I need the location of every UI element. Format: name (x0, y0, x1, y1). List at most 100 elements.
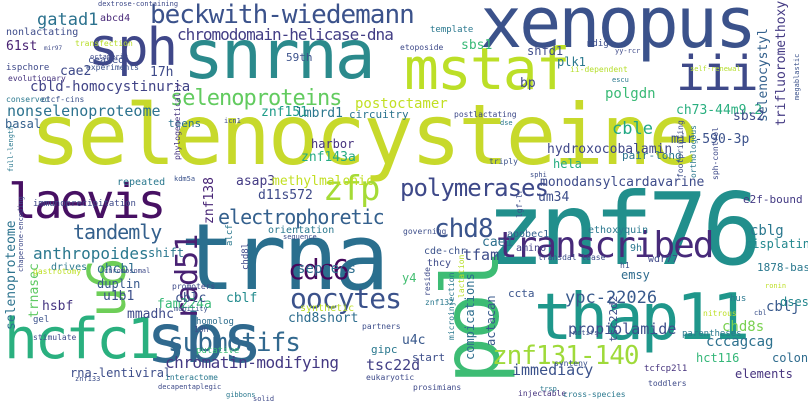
word-thap11: thap11 (534, 281, 750, 355)
word-ethoxyquin: ethoxyquin (588, 225, 649, 236)
word-orthologous: orthologous (689, 125, 698, 178)
word-transdal: transdal lease (538, 253, 606, 262)
word-postlactating: postlactating (454, 110, 517, 119)
word-anthropoides: anthropoides (33, 244, 149, 263)
word-asap3: asap3 (236, 174, 276, 189)
word-sbs2: sbs2 (733, 109, 765, 124)
word-bp: bp (520, 76, 536, 91)
word-shift: shift (148, 246, 185, 260)
word-toddlers: toddlers (648, 379, 687, 388)
word-chd8s: chd8s (722, 319, 765, 335)
word-megablastic: megablastic (793, 53, 801, 100)
word-circuitry: circuitry (349, 108, 409, 121)
word-putative: putative (196, 346, 240, 356)
word-lactation: lactation (457, 254, 466, 298)
word-partners: partners (362, 322, 401, 331)
word-synteny: synteny (554, 359, 588, 368)
word-icn1: icn1 (224, 117, 241, 125)
word-immediacy: immediacy (512, 361, 594, 379)
word-nitrous: nitrous (703, 309, 737, 318)
word-znf138: znf138 (202, 177, 217, 224)
word-hct116: hct116 (696, 351, 740, 365)
word-chromatin: chromatin-modifying (165, 353, 339, 372)
word-motifs: motifs (573, 329, 599, 337)
word-hydroxocobalamin: hydroxocobalamin (547, 142, 673, 157)
word-e2fbound: e2f-bound (743, 193, 803, 206)
word-methylmalonic: methylmalonic (272, 174, 374, 189)
word-cisplatin: cisplatin (745, 237, 808, 251)
word-laevis: laevis (8, 174, 166, 230)
word-fulllength: full-length (7, 125, 15, 172)
word-chd8short: chd8short (288, 311, 359, 326)
word-tscd22: tsc22d2 (607, 295, 620, 342)
word-interactome: interactome (165, 373, 218, 382)
word-homolog: homolog (196, 317, 234, 327)
word-sbs: sbs (146, 300, 263, 379)
word-selenocystyl: selenocystyl (756, 28, 771, 122)
word-repeated: repeated (117, 177, 166, 188)
word-prosimians: prosimians (413, 383, 462, 392)
word-ccta: ccta (508, 287, 535, 300)
word-mir590: mir-590-3p (671, 132, 750, 147)
word-znf143a: znf143a (301, 150, 356, 165)
word-sphcontrol: sph-control (711, 127, 720, 180)
word-electrophoretic: electrophoretic (218, 205, 385, 229)
word-ctcfcins: ctcf-cins (41, 95, 85, 104)
word-crossspecies: cross-species (563, 390, 626, 399)
word-plk1: plk1 (557, 55, 586, 69)
word-footprinting: footprinting (676, 120, 685, 178)
word-zfp: zfp (323, 169, 380, 209)
word-cbld: cbld-homocystinuria (30, 79, 191, 95)
word-chaperone: chaperone-encoding (17, 196, 25, 272)
word-iidep: ii-dependent (570, 65, 628, 74)
word-abcd4: abcd4 (100, 13, 131, 24)
word-polgdn: polgdn (605, 86, 656, 102)
word-kdm5a: kdm5a (174, 175, 196, 183)
word-propiolamide: propiolamide (568, 320, 677, 338)
word-oocytes: oocytes (290, 282, 402, 315)
word-s1878: 1878-base (757, 261, 808, 274)
word-nonlactating: nonlactating (6, 27, 79, 38)
word-cae2: cae2 (60, 64, 92, 79)
word-mstaf: mstaf (404, 35, 571, 103)
word-wdr77: wdr77 (648, 254, 679, 265)
word-hcfc1: hcfc1 (4, 307, 161, 372)
word-cblj: cblj (766, 299, 800, 315)
word-evolutionary: evolutionary (8, 74, 66, 83)
word-cde: cde-chr (424, 246, 467, 257)
word-immunoprecipitation: immunoprecipitation (33, 199, 136, 209)
word-parentheses: parentheses (682, 329, 742, 339)
word-mir97: mir97 (44, 45, 63, 52)
word-sphi: sphi (530, 171, 547, 179)
word-znf76: znf76 (485, 171, 762, 288)
word-submotifs: submotifs (168, 328, 301, 358)
word-tfam: tfam (463, 246, 500, 264)
word-17h: 17h (150, 65, 174, 80)
word-decapentaplegic: decapentaplegic (158, 383, 222, 391)
word-mobility: mobility (174, 305, 208, 313)
word-iii: iii (676, 46, 759, 102)
word-u4c: u4c (402, 333, 426, 348)
word-gel: gel (33, 315, 50, 325)
word-chromodomain: chromodomain-helicase-dna (177, 25, 394, 44)
word-duplin: duplin (97, 277, 141, 291)
word-trifluoromethoxy: trifluoromethoxy (774, 0, 789, 126)
word-polymerases: polymerases (400, 174, 549, 202)
word-chromosomal: chromosomal (104, 267, 151, 275)
word-orientation: orientation (268, 225, 335, 236)
word-synthetic: synthetic (300, 303, 355, 314)
word-gipc: gipc (371, 343, 398, 356)
word-h1: h1 (620, 261, 630, 270)
word-start: start (412, 351, 446, 364)
word-cblg: cblg (750, 223, 784, 239)
word-octameric: octameric (90, 53, 128, 61)
word-governing: governing (403, 227, 447, 236)
word-thcy: thcy (427, 258, 452, 269)
word-postoctamer: postoctamer (355, 96, 448, 112)
word-basal: basal (5, 117, 42, 131)
word-ch73: ch73-44m9.2 (676, 103, 763, 118)
word-selenoproteins: selenoproteins (170, 86, 342, 111)
word-dse: dse (500, 119, 513, 127)
word-injectable: injectable (518, 389, 567, 398)
word-pairlong: pair-long (622, 149, 682, 162)
